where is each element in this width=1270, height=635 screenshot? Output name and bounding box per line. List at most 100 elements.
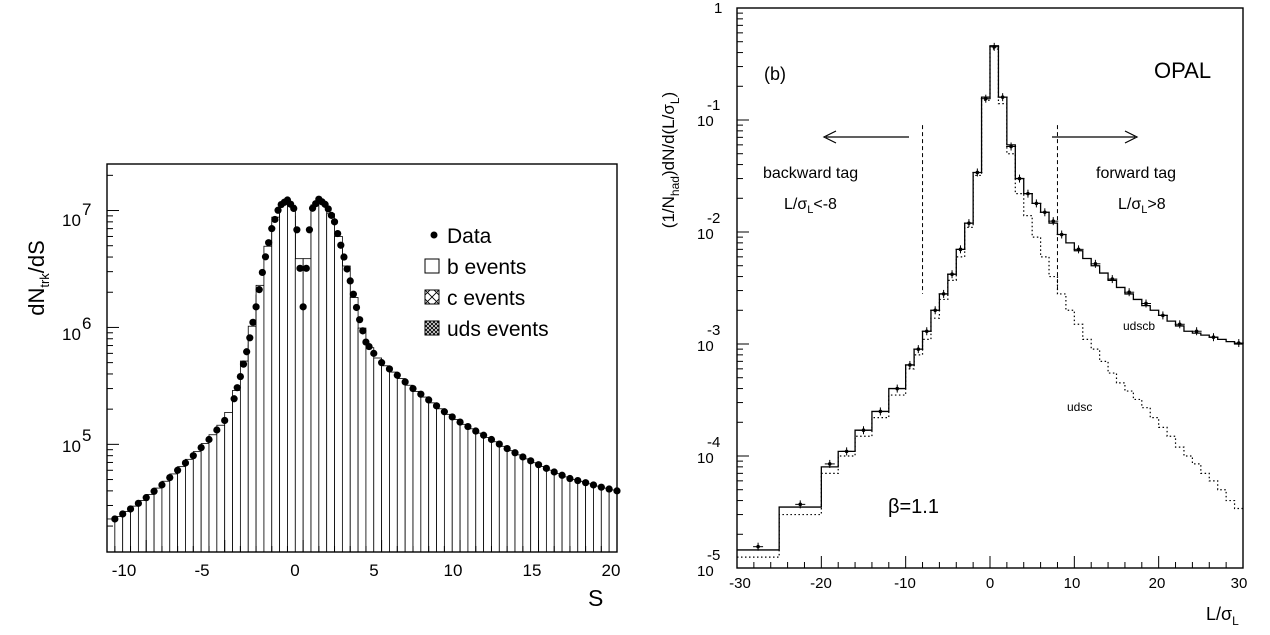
data-point bbox=[119, 510, 127, 518]
data-point bbox=[252, 303, 260, 311]
b-bin bbox=[443, 413, 453, 553]
b-bin bbox=[232, 390, 241, 553]
b-bin bbox=[600, 487, 610, 553]
data-point bbox=[205, 435, 213, 444]
data-point bbox=[230, 395, 238, 403]
data-point bbox=[365, 342, 373, 351]
svg-text:(1/Nhad)dN/d(L/σL): (1/Nhad)dN/d(L/σL) bbox=[659, 92, 682, 228]
legend-symbol-b bbox=[424, 258, 440, 274]
data-point bbox=[258, 268, 266, 277]
data-point bbox=[550, 468, 558, 476]
data-point bbox=[274, 206, 282, 214]
data-point bbox=[472, 427, 480, 435]
right-x-tick-label: 10 bbox=[1064, 575, 1081, 592]
data-point bbox=[933, 308, 937, 313]
data-point bbox=[352, 303, 361, 312]
left-panel: 10 5 10 6 10 7 -10 -5 0 5 10 15 20 S dNt… bbox=[24, 163, 621, 611]
right-y-tick-label-1e-3: 10 -3 bbox=[697, 322, 720, 355]
data-point bbox=[343, 265, 351, 273]
data-point bbox=[975, 170, 980, 175]
b-bin bbox=[341, 265, 351, 553]
data-point bbox=[1194, 329, 1199, 334]
left-x-tick-label: -10 bbox=[112, 561, 137, 580]
data-point bbox=[992, 45, 997, 49]
backward-cut-label: L/σL<-8 bbox=[784, 196, 837, 216]
left-x-tick-label: 10 bbox=[444, 561, 463, 580]
b-bin bbox=[208, 434, 218, 553]
ylabel-tail: /dS bbox=[24, 240, 49, 273]
data-point bbox=[924, 329, 929, 334]
legend-symbol-uds bbox=[424, 320, 440, 336]
b-bin bbox=[130, 505, 139, 553]
ylabel-end: ) bbox=[659, 92, 678, 98]
udscb-step-line bbox=[737, 45, 1243, 551]
b-bin bbox=[318, 202, 328, 553]
data-point bbox=[1127, 290, 1131, 295]
data-point bbox=[221, 416, 229, 425]
left-y-tick-label-1e7: 10 7 bbox=[62, 200, 91, 230]
data-point bbox=[798, 502, 803, 507]
tick-base: 10 bbox=[62, 211, 81, 230]
data-point bbox=[605, 485, 613, 493]
data-point bbox=[299, 303, 307, 311]
experiment-label: OPAL bbox=[1154, 58, 1211, 83]
ylabel-sub: trk bbox=[37, 273, 52, 288]
forward-cut-label: L/σL>8 bbox=[1118, 196, 1166, 216]
tick-base: 10 bbox=[697, 338, 714, 355]
cut-tail: >8 bbox=[1147, 196, 1165, 213]
b-bin bbox=[106, 518, 116, 553]
b-bin bbox=[239, 360, 249, 553]
data-point bbox=[302, 264, 310, 272]
data-point bbox=[243, 348, 251, 356]
data-points bbox=[753, 42, 1244, 551]
data-point bbox=[1026, 191, 1030, 196]
data-point bbox=[574, 477, 582, 485]
data-point bbox=[895, 386, 900, 391]
data-point bbox=[340, 253, 348, 261]
left-y-tick-label-1e6: 10 6 bbox=[62, 314, 91, 344]
b-bin bbox=[326, 213, 335, 553]
cut-tail: <-8 bbox=[813, 196, 837, 213]
data-points bbox=[111, 195, 621, 523]
data-point bbox=[1110, 277, 1115, 281]
data-point bbox=[239, 360, 248, 368]
legend-symbol-c bbox=[424, 289, 440, 305]
series-label-udsc: udsc bbox=[1067, 400, 1092, 414]
b-bin bbox=[420, 396, 430, 553]
data-point bbox=[589, 481, 598, 489]
b-bin bbox=[145, 494, 155, 553]
data-point bbox=[378, 359, 386, 367]
right-y-tick-label-1e-2: 10 -2 bbox=[697, 210, 720, 243]
data-point bbox=[337, 241, 345, 249]
data-point bbox=[271, 215, 279, 224]
data-point bbox=[268, 225, 276, 233]
tick-base: 10 bbox=[62, 437, 81, 456]
data-point bbox=[1236, 341, 1241, 345]
data-point bbox=[1009, 144, 1013, 149]
left-y-tick-label-1e5: 10 5 bbox=[62, 426, 91, 456]
tick-exp: 5 bbox=[82, 426, 91, 445]
data-point bbox=[861, 428, 866, 432]
right-x-tick-label: 30 bbox=[1231, 575, 1248, 592]
b-bin bbox=[247, 325, 257, 553]
ylabel-tail: )dN/d(L/σ bbox=[659, 104, 678, 176]
data-point bbox=[519, 453, 527, 461]
data-point bbox=[908, 363, 912, 367]
b-bin bbox=[153, 487, 163, 553]
data-point bbox=[503, 444, 511, 453]
b-bin bbox=[491, 441, 500, 553]
data-point bbox=[1034, 201, 1039, 206]
xlabel-sub: L bbox=[1232, 614, 1239, 628]
data-point bbox=[174, 466, 182, 474]
right-x-tick-label: -10 bbox=[894, 575, 916, 592]
data-point bbox=[359, 327, 367, 335]
right-x-tick-label: 0 bbox=[986, 575, 994, 592]
data-point bbox=[330, 218, 339, 226]
legend-label-b: b events bbox=[447, 256, 526, 279]
right-y-tick-label-1: 1 bbox=[714, 0, 722, 17]
data-point bbox=[134, 499, 142, 507]
data-point bbox=[534, 461, 543, 469]
cut-sub: L bbox=[1141, 204, 1147, 216]
b-bin bbox=[334, 236, 343, 553]
ylabel-main: (1/N bbox=[659, 196, 678, 228]
